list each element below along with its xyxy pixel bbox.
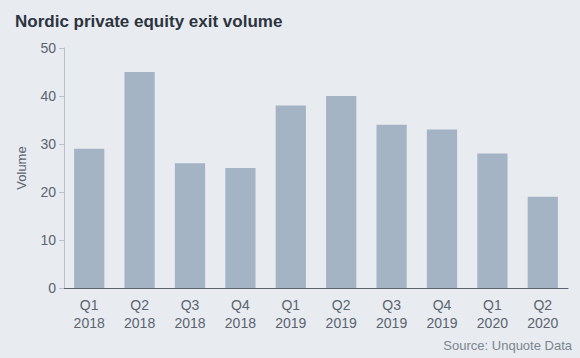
svg-text:Q3: Q3 bbox=[382, 297, 401, 313]
svg-text:Q4: Q4 bbox=[433, 297, 452, 313]
svg-text:Q2: Q2 bbox=[332, 297, 351, 313]
svg-text:10: 10 bbox=[40, 232, 56, 248]
svg-text:Q2: Q2 bbox=[533, 297, 552, 313]
svg-text:2019: 2019 bbox=[376, 315, 407, 331]
svg-text:2020: 2020 bbox=[527, 315, 558, 331]
svg-text:50: 50 bbox=[40, 40, 56, 56]
svg-text:Q3: Q3 bbox=[181, 297, 200, 313]
svg-text:Q4: Q4 bbox=[231, 297, 250, 313]
svg-text:Q1: Q1 bbox=[281, 297, 300, 313]
svg-text:Q2: Q2 bbox=[130, 297, 149, 313]
svg-text:2019: 2019 bbox=[326, 315, 357, 331]
svg-text:30: 30 bbox=[40, 136, 56, 152]
svg-text:2019: 2019 bbox=[275, 315, 306, 331]
svg-text:Q1: Q1 bbox=[80, 297, 99, 313]
svg-text:2019: 2019 bbox=[426, 315, 457, 331]
svg-text:Nordic private equity exit vol: Nordic private equity exit volume bbox=[15, 12, 282, 31]
svg-text:2018: 2018 bbox=[225, 315, 256, 331]
svg-text:40: 40 bbox=[40, 88, 56, 104]
svg-text:Volume: Volume bbox=[14, 146, 29, 189]
svg-text:20: 20 bbox=[40, 184, 56, 200]
svg-text:Q1: Q1 bbox=[483, 297, 502, 313]
svg-text:Source: Unquote Data: Source: Unquote Data bbox=[443, 338, 572, 353]
svg-text:2018: 2018 bbox=[174, 315, 205, 331]
svg-text:0: 0 bbox=[48, 280, 56, 296]
svg-text:2018: 2018 bbox=[74, 315, 105, 331]
svg-text:2020: 2020 bbox=[477, 315, 508, 331]
svg-text:2018: 2018 bbox=[124, 315, 155, 331]
